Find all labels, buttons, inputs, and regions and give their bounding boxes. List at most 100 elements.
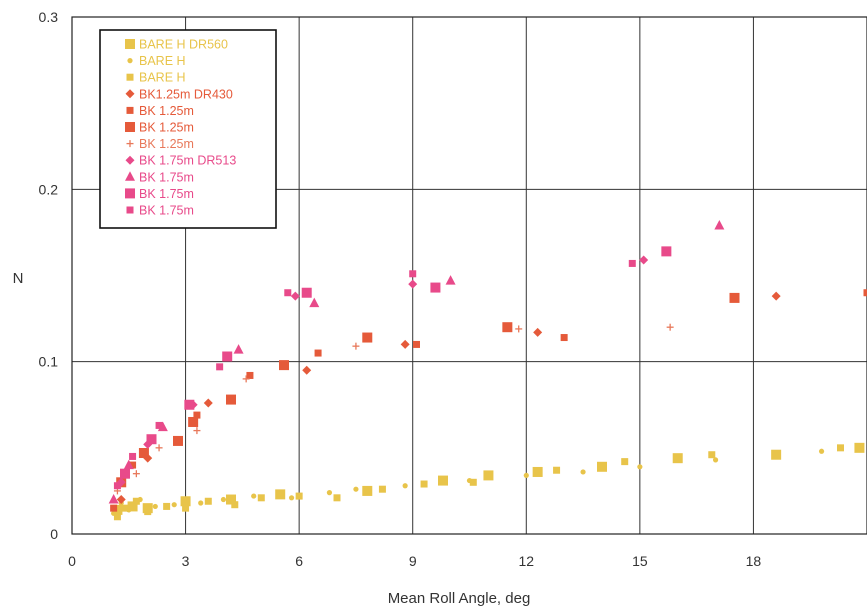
legend-item: BK 1.75m DR513 xyxy=(125,154,236,168)
data-point xyxy=(123,459,134,470)
data-point xyxy=(326,490,333,496)
series-6 xyxy=(113,323,674,495)
data-point xyxy=(420,480,428,488)
legend-items: BARE H DR560 BARE H BARE H BK1.25m DR430 BK … xyxy=(125,38,236,218)
data-point xyxy=(639,255,649,265)
data-point xyxy=(275,489,286,500)
series-5 xyxy=(116,292,740,488)
data-point xyxy=(771,449,782,460)
legend-item: BK 1.25m xyxy=(126,137,194,151)
data-point xyxy=(129,461,137,469)
data-point xyxy=(110,504,118,512)
data-point xyxy=(666,323,674,331)
data-point xyxy=(129,452,137,460)
x-tick-label: 12 xyxy=(518,553,534,569)
x-tick-label: 15 xyxy=(632,553,648,569)
data-point xyxy=(155,421,163,429)
data-point xyxy=(409,270,417,278)
data-point xyxy=(580,469,586,475)
legend: BARE H DR560 BARE H BARE H BK1.25m DR430 BK … xyxy=(99,29,277,229)
legend-item: BARE H xyxy=(127,54,186,68)
data-point xyxy=(445,275,456,285)
data-point xyxy=(188,416,199,427)
data-point xyxy=(333,494,341,502)
legend-label: BARE H DR560 xyxy=(139,38,228,52)
data-point xyxy=(204,497,212,505)
series-9 xyxy=(120,246,672,479)
data-point xyxy=(818,448,825,454)
data-point xyxy=(257,494,265,502)
data-point xyxy=(400,339,410,349)
data-point xyxy=(515,325,523,333)
legend-marker xyxy=(126,106,134,114)
data-point xyxy=(402,483,408,489)
data-point xyxy=(144,508,152,516)
data-point xyxy=(182,504,190,512)
data-point xyxy=(729,292,740,303)
y-tick-label: 0 xyxy=(50,526,58,542)
data-point xyxy=(353,486,359,492)
data-point xyxy=(854,442,865,453)
legend-item: BARE H DR560 xyxy=(125,38,228,52)
data-point xyxy=(231,501,239,509)
data-point xyxy=(173,435,183,446)
data-point xyxy=(597,461,607,472)
data-point xyxy=(222,351,233,362)
data-point xyxy=(352,342,360,350)
data-point xyxy=(279,360,289,371)
data-point xyxy=(132,497,140,505)
data-point xyxy=(203,398,213,408)
legend-item: BK 1.25m xyxy=(125,121,194,135)
data-point xyxy=(180,496,191,507)
legend-marker xyxy=(126,206,134,214)
data-point xyxy=(413,340,420,348)
data-point xyxy=(288,495,295,501)
legend-label: BK 1.75m xyxy=(139,187,194,201)
data-point xyxy=(242,375,250,383)
data-point xyxy=(116,495,126,505)
legend-marker xyxy=(125,188,135,199)
data-point xyxy=(198,500,204,506)
series-1 xyxy=(111,448,825,516)
grid-lines xyxy=(72,17,867,534)
data-point xyxy=(251,493,257,499)
data-point xyxy=(233,344,244,354)
legend-marker xyxy=(125,39,135,49)
legend-item: BK1.25m DR430 xyxy=(125,87,233,101)
data-point xyxy=(661,246,672,257)
legend-marker xyxy=(127,58,133,64)
data-point xyxy=(628,259,636,267)
data-point xyxy=(533,327,543,337)
data-point xyxy=(483,470,494,481)
data-point xyxy=(314,349,322,357)
x-tick-label: 9 xyxy=(409,553,417,569)
data-point xyxy=(171,502,177,508)
data-point xyxy=(138,448,149,459)
y-axis-ticks: 0 0.1 0.2 0.3 xyxy=(39,9,59,542)
data-point xyxy=(438,475,448,486)
data-point xyxy=(284,289,292,297)
legend-item: BK 1.75m xyxy=(126,204,194,218)
y-tick-label: 0.1 xyxy=(39,354,59,370)
data-point xyxy=(621,458,629,466)
legend-label: BK 1.75m DR513 xyxy=(139,154,236,168)
series-7 xyxy=(116,255,649,487)
legend-label: BK1.25m DR430 xyxy=(139,87,233,101)
legend-marker xyxy=(125,171,135,181)
x-tick-label: 6 xyxy=(295,553,303,569)
y-tick-label: 0.2 xyxy=(39,181,59,197)
data-point xyxy=(184,399,195,410)
plot-frame xyxy=(71,16,867,535)
data-point xyxy=(523,472,529,479)
legend-label: BK 1.75m xyxy=(139,204,194,218)
data-point xyxy=(246,371,254,379)
y-axis-title: N xyxy=(13,270,24,287)
data-point xyxy=(226,494,236,505)
data-point xyxy=(120,468,130,479)
data-point xyxy=(155,444,163,452)
legend-item: BARE H xyxy=(126,71,186,85)
data-point xyxy=(302,365,312,375)
data-point xyxy=(712,457,719,463)
data-point xyxy=(672,453,683,464)
